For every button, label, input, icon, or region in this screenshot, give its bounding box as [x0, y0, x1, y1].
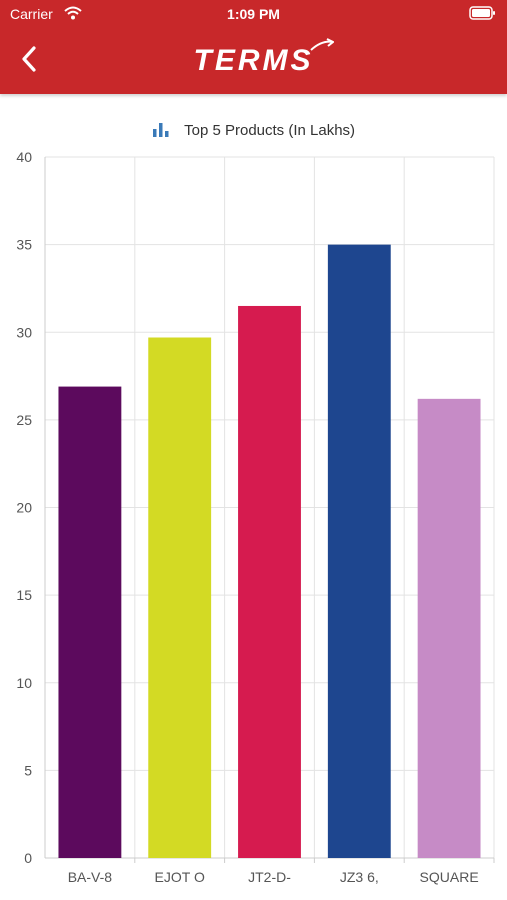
y-tick-label: 40	[16, 149, 32, 165]
chart-title-text: Top 5 Products (In Lakhs)	[184, 122, 356, 139]
bar-ejot-o	[148, 337, 212, 858]
bar-chart-icon	[152, 121, 170, 141]
y-tick-label: 0	[24, 850, 32, 866]
clock: 1:09 PM	[227, 6, 280, 22]
carrier-label: Carrier	[10, 6, 53, 22]
chevron-left-icon	[22, 46, 36, 72]
bar-ba-v-8	[58, 386, 122, 858]
y-tick-label: 15	[16, 587, 32, 603]
back-button[interactable]	[12, 42, 46, 76]
app-header: Carrier 1:09 PM TERMS	[0, 0, 507, 94]
logo-swoosh-icon	[310, 38, 335, 57]
bar-jz3-6	[327, 244, 391, 858]
y-tick-label: 10	[16, 675, 32, 691]
wifi-icon	[64, 6, 82, 23]
bar-jt2-d	[238, 305, 301, 858]
x-tick-label: BA-V-8	[68, 869, 113, 885]
y-tick-label: 30	[16, 324, 32, 340]
x-tick-label: JZ3 6,	[340, 869, 379, 885]
y-tick-label: 25	[16, 412, 32, 428]
x-tick-label: SQUARE	[420, 869, 479, 885]
app-logo: TERMS	[193, 44, 314, 77]
bar-square	[417, 398, 481, 858]
chart-title: Top 5 Products (In Lakhs)	[0, 121, 507, 141]
battery-icon	[469, 6, 497, 23]
y-tick-label: 5	[24, 762, 32, 778]
status-bar: Carrier 1:09 PM	[0, 0, 507, 28]
x-tick-label: JT2-D-	[248, 869, 291, 885]
x-tick-label: EJOT O	[155, 869, 205, 885]
y-tick-label: 20	[16, 500, 32, 516]
y-tick-label: 35	[16, 237, 32, 253]
